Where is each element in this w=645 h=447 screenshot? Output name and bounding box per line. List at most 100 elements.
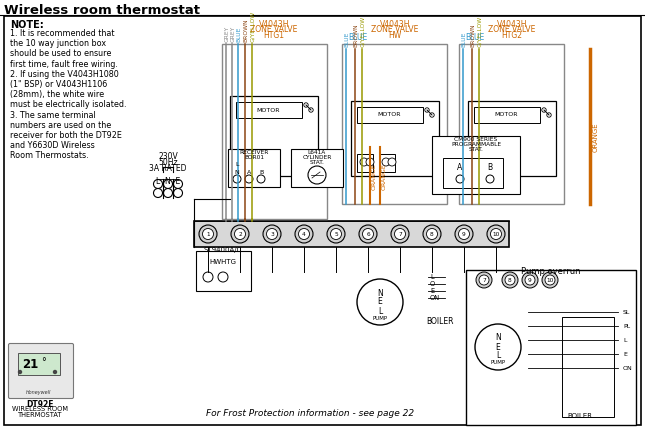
Text: BOILER: BOILER <box>568 413 593 419</box>
Text: G/YELLOW: G/YELLOW <box>250 11 255 42</box>
Text: BROWN: BROWN <box>470 24 475 47</box>
FancyBboxPatch shape <box>8 343 74 398</box>
Bar <box>222 44 327 219</box>
Text: PUMP: PUMP <box>372 316 388 320</box>
Circle shape <box>267 158 275 166</box>
Circle shape <box>362 228 373 240</box>
Text: BROWN: BROWN <box>353 24 359 47</box>
Bar <box>236 102 302 118</box>
Text: BOR01: BOR01 <box>244 155 264 160</box>
Bar <box>194 221 509 247</box>
Text: Room Thermostats.: Room Thermostats. <box>10 152 88 160</box>
Text: 10: 10 <box>546 278 553 283</box>
Text: BLUE: BLUE <box>348 33 367 42</box>
Text: 50Hz: 50Hz <box>158 158 178 167</box>
Text: should be used to ensure: should be used to ensure <box>10 50 112 59</box>
Circle shape <box>154 189 163 198</box>
Text: L  N  E: L N E <box>156 177 180 186</box>
Text: STAT.: STAT. <box>468 147 484 152</box>
Circle shape <box>174 180 183 189</box>
Text: 3: 3 <box>270 232 274 236</box>
Text: E: E <box>623 351 627 357</box>
Circle shape <box>218 272 228 282</box>
Text: Pump overrun: Pump overrun <box>521 267 581 276</box>
Bar <box>474 154 490 172</box>
Text: MOTOR: MOTOR <box>494 113 518 118</box>
Circle shape <box>163 180 172 189</box>
Text: L: L <box>378 307 382 316</box>
Circle shape <box>154 180 163 189</box>
Text: HWHTG: HWHTG <box>210 259 237 265</box>
Circle shape <box>525 275 535 285</box>
Circle shape <box>479 275 489 285</box>
Bar <box>351 101 439 176</box>
Text: L641A: L641A <box>308 150 326 155</box>
Circle shape <box>547 113 551 117</box>
Circle shape <box>174 189 183 198</box>
Text: WIRELESS ROOM: WIRELESS ROOM <box>12 406 68 412</box>
Circle shape <box>304 103 308 107</box>
Circle shape <box>499 158 507 166</box>
Circle shape <box>426 228 437 240</box>
Text: BLUE: BLUE <box>344 32 350 47</box>
Text: PROGRAMMABLE: PROGRAMMABLE <box>451 142 501 147</box>
Text: 9: 9 <box>462 232 466 236</box>
Text: NOTE:: NOTE: <box>10 20 44 30</box>
Text: B: B <box>259 169 263 174</box>
Bar <box>562 317 614 417</box>
Bar <box>228 149 280 187</box>
Circle shape <box>203 272 213 282</box>
Text: GREY: GREY <box>230 26 235 42</box>
Text: N: N <box>235 169 239 174</box>
Bar <box>291 149 343 187</box>
Circle shape <box>395 228 406 240</box>
Bar <box>474 107 540 123</box>
Bar <box>357 107 423 123</box>
Text: STAT.: STAT. <box>310 160 324 165</box>
Text: 2: 2 <box>238 232 242 236</box>
Text: Wireless room thermostat: Wireless room thermostat <box>4 4 200 17</box>
Text: G/YELLOW: G/YELLOW <box>361 16 366 47</box>
Text: L: L <box>496 351 500 360</box>
Bar <box>357 154 373 172</box>
Text: L: L <box>235 163 239 168</box>
Circle shape <box>309 108 313 112</box>
Text: 21: 21 <box>22 358 38 371</box>
Text: CM900 SERIES: CM900 SERIES <box>454 137 498 142</box>
Circle shape <box>486 175 494 183</box>
Text: G/YELLOW: G/YELLOW <box>477 16 482 47</box>
Text: HTG1: HTG1 <box>264 31 284 40</box>
Text: PUMP: PUMP <box>490 360 506 366</box>
Bar <box>468 101 556 176</box>
Text: the 10 way junction box: the 10 way junction box <box>10 39 106 48</box>
Circle shape <box>490 228 502 240</box>
Text: L: L <box>430 274 433 280</box>
Text: Honeywell: Honeywell <box>26 390 52 395</box>
Circle shape <box>487 225 505 243</box>
Text: THERMOSTAT: THERMOSTAT <box>18 412 63 418</box>
Circle shape <box>456 175 464 183</box>
Circle shape <box>233 175 241 183</box>
Text: E: E <box>377 298 382 307</box>
Circle shape <box>19 371 21 374</box>
Circle shape <box>502 272 518 288</box>
Bar <box>196 251 251 291</box>
Text: 3A RATED: 3A RATED <box>149 164 187 173</box>
Text: O: O <box>430 281 435 287</box>
Circle shape <box>366 158 374 166</box>
Circle shape <box>295 225 313 243</box>
Text: BLUE: BLUE <box>237 27 241 42</box>
Text: 4: 4 <box>302 232 306 236</box>
Text: ST9400A/C: ST9400A/C <box>204 247 242 253</box>
Text: V4043H: V4043H <box>259 20 289 29</box>
Text: 7: 7 <box>398 232 402 236</box>
Text: 8: 8 <box>430 232 434 236</box>
Circle shape <box>542 272 558 288</box>
Text: B: B <box>488 163 493 172</box>
Text: 10: 10 <box>492 232 500 236</box>
Circle shape <box>459 228 470 240</box>
Circle shape <box>505 275 515 285</box>
Text: E: E <box>495 342 501 351</box>
Text: receiver for both the DT92E: receiver for both the DT92E <box>10 131 122 140</box>
Text: (1" BSP) or V4043H1106: (1" BSP) or V4043H1106 <box>10 80 107 89</box>
